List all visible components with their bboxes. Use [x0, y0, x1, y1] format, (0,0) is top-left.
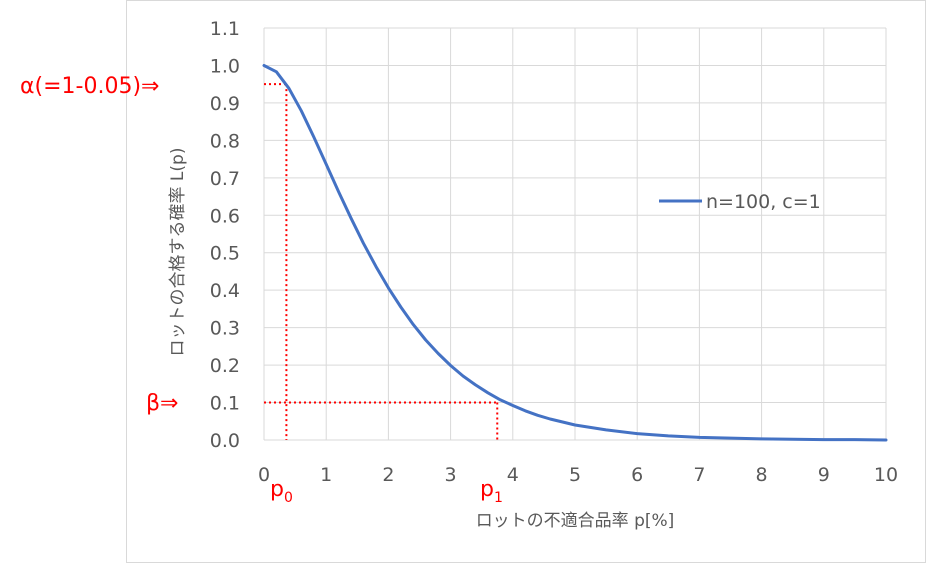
p1-base: p — [480, 477, 494, 502]
y-tick-label: 1.1 — [210, 18, 240, 40]
x-tick-labels: 0 1 2 3 4 5 6 7 8 9 10 — [258, 464, 898, 486]
p0-base: p — [270, 477, 284, 502]
p1-subscript: 1 — [494, 490, 503, 506]
y-tick-label: 0.1 — [210, 393, 240, 415]
horizontal-gridlines — [264, 27, 886, 441]
guide-lines — [264, 83, 499, 440]
x-tick-label: 6 — [631, 464, 643, 486]
p0-annotation: p0 — [270, 477, 293, 506]
p0-subscript: 0 — [284, 490, 293, 506]
y-tick-label: 0.2 — [210, 355, 240, 377]
y-tick-label: 1.0 — [210, 55, 240, 77]
x-tick-label: 10 — [874, 464, 898, 486]
beta-annotation: β⇒ — [146, 391, 178, 416]
x-tick-label: 0 — [258, 464, 270, 486]
vertical-gridlines — [263, 28, 887, 440]
y-tick-label: 0.5 — [210, 243, 240, 265]
x-tick-label: 5 — [569, 464, 581, 486]
y-tick-label: 0.6 — [210, 205, 240, 227]
series-line — [262, 64, 888, 442]
y-tick-label: 0.9 — [210, 93, 240, 115]
legend: n=100, c=1 — [659, 191, 821, 213]
p1-annotation: p1 — [480, 477, 503, 506]
y-tick-label: 0.3 — [210, 318, 240, 340]
x-axis-title: ロットの不適合品率 p[%] — [476, 511, 675, 531]
y-tick-label: 0.7 — [210, 168, 240, 190]
y-tick-labels: 0.0 0.1 0.2 0.3 0.4 0.5 0.6 0.7 0.8 0.9 1.0 1.1 — [210, 18, 240, 452]
x-tick-label: 7 — [693, 464, 705, 486]
series-layer — [262, 64, 888, 442]
legend-label: n=100, c=1 — [706, 191, 821, 213]
y-axis-title: ロットの合格する確率 L(p) — [168, 148, 188, 357]
x-tick-label: 1 — [320, 464, 332, 486]
x-tick-label: 4 — [507, 464, 519, 486]
x-tick-label: 9 — [818, 464, 830, 486]
y-tick-label: 0.8 — [210, 130, 240, 152]
x-tick-label: 8 — [756, 464, 768, 486]
y-tick-label: 0.0 — [210, 430, 240, 452]
x-tick-label: 2 — [382, 464, 394, 486]
alpha-annotation: α(=1-0.05)⇒ — [20, 74, 159, 99]
chart-area-border — [126, 0, 926, 563]
y-tick-label: 0.4 — [210, 280, 240, 302]
x-tick-label: 3 — [445, 464, 457, 486]
